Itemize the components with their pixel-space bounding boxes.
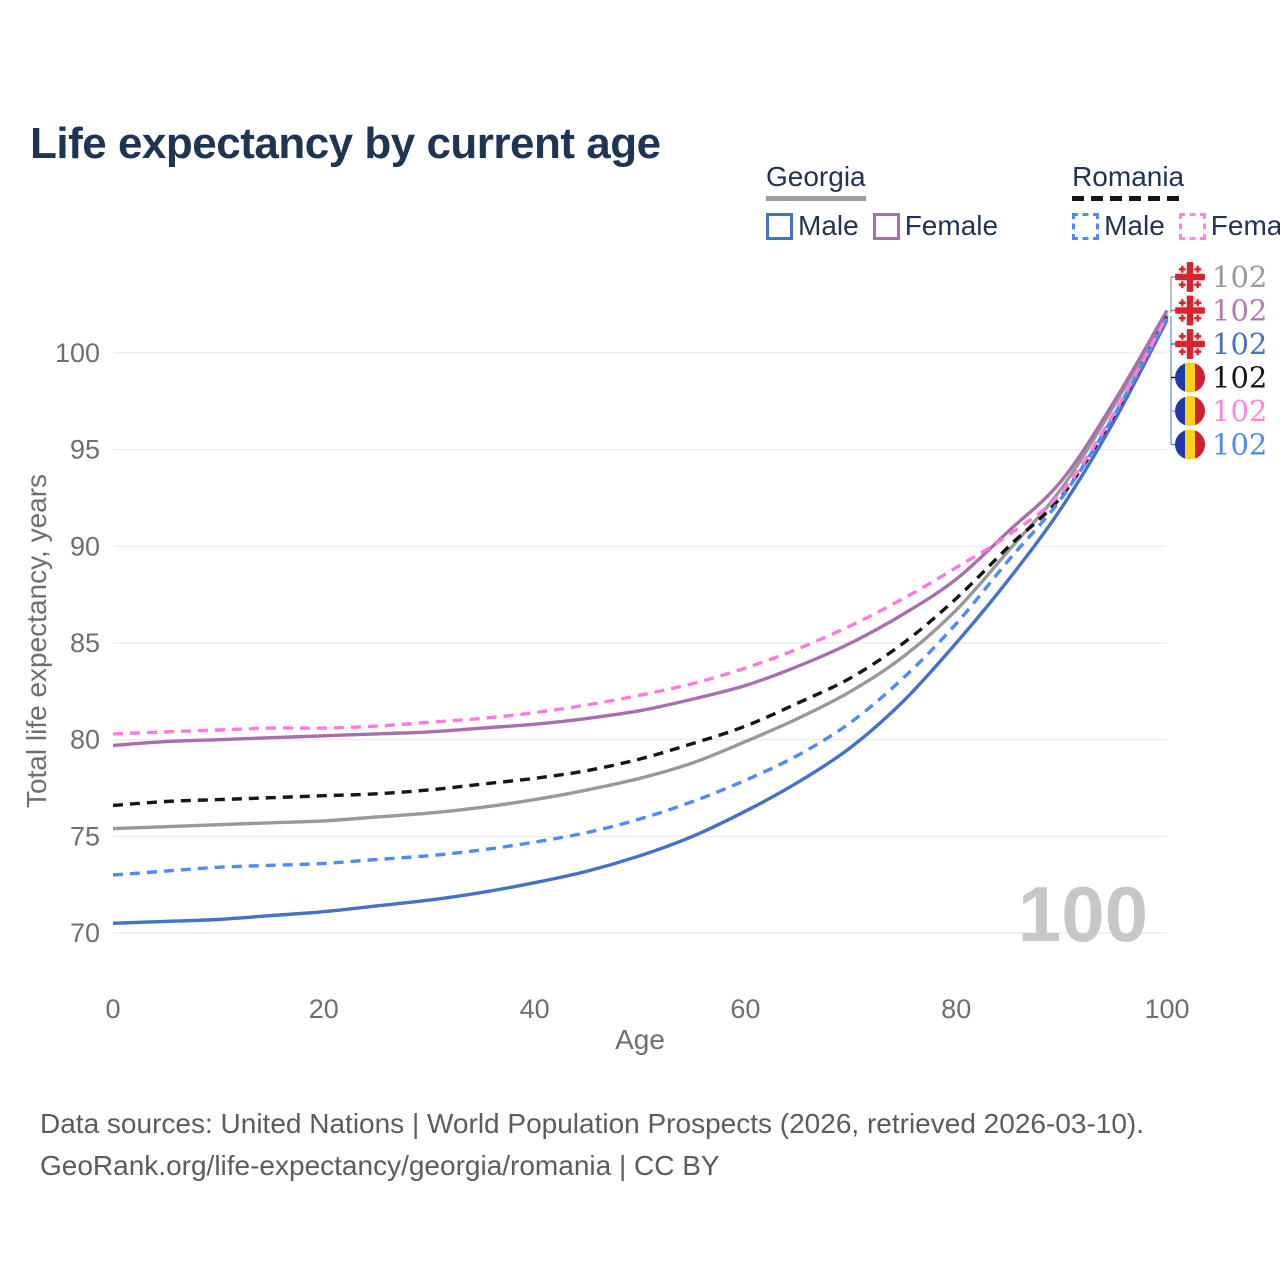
endpoint-value-label: 102 [1212,361,1267,395]
endpoint-value-label: 102 [1212,260,1267,294]
y-tick-label: 75 [70,821,100,851]
y-tick-label: 90 [70,531,100,561]
romania-flag-icon [1175,396,1205,426]
y-axis-title: Total life expectancy, years [21,474,52,808]
legend-item-georgia-male[interactable]: Male [766,210,859,242]
romania-flag-icon [1175,429,1205,460]
chart-legend: Georgia Male Female Romania Male [766,161,1280,242]
romania-male-checkbox[interactable] [1072,212,1100,240]
endpoint-value-label: 102 [1212,428,1267,462]
romania-flag-icon [1175,362,1205,393]
series-line-georgia-all[interactable] [112,313,1169,831]
attribution-link: GeoRank.org/life-expectancy/georgia/roma… [40,1150,720,1181]
legend-item-romania-male[interactable]: Male [1072,210,1165,242]
series-line-georgia-female[interactable] [112,309,1169,748]
x-tick-label: 20 [309,994,339,1024]
endpoint-value-label: 102 [1212,327,1267,361]
series-line-romania-male[interactable] [112,317,1169,877]
georgia-flag-icon [1175,295,1205,326]
georgia-flag-icon [1175,329,1205,359]
georgia-male-checkbox[interactable] [766,212,793,240]
legend-item-georgia-female[interactable]: Female [872,210,999,242]
series-layer [112,309,1169,925]
legend-item-label: Female [904,210,999,241]
y-tick-label: 85 [70,628,100,658]
legend-group-title-romania: Romania [1072,161,1185,192]
legend-item-label: Female [1210,210,1280,241]
legend-group-title-georgia: Georgia [766,161,866,192]
legend-item-label: Male [1104,210,1165,241]
x-tick-label: 0 [105,994,120,1024]
y-tick-label: 95 [70,435,100,465]
page-title: Life expectancy by current age [30,119,661,169]
age-watermark: 100 [1018,870,1148,958]
georgia-female-checkbox[interactable] [872,212,900,240]
legend-group-georgia: Georgia Male Female [766,161,998,242]
endpoint-value-label: 102 [1212,394,1267,428]
endpoint-value-label: 102 [1212,294,1267,328]
y-tick-label: 70 [70,918,100,948]
legend-item-romania-female[interactable]: Female [1178,210,1280,242]
x-tick-label: 100 [1144,994,1189,1024]
georgia-flag-icon [1175,262,1205,292]
x-tick-label: 80 [941,994,971,1024]
series-line-romania-female[interactable] [112,315,1169,736]
series-line-romania-all[interactable] [112,315,1169,808]
legend-item-label: Male [798,210,859,241]
romania-female-checkbox[interactable] [1178,212,1206,240]
grid-layer: 70 75 80 85 90 95 100 0 20 40 60 80 100 [55,338,1190,1024]
legend-group-romania: Romania Male Female [1072,161,1280,242]
georgia-line-style-sample [766,196,866,201]
data-sources-note: Data sources: United Nations | World Pop… [40,1108,1145,1139]
romania-line-style-sample [1072,196,1185,201]
x-tick-label: 60 [730,994,760,1024]
y-tick-label: 80 [70,725,100,755]
y-tick-label: 100 [55,338,100,368]
series-line-georgia-male[interactable] [112,319,1169,925]
x-tick-label: 40 [520,994,550,1024]
x-axis-title: Age [615,1024,665,1055]
